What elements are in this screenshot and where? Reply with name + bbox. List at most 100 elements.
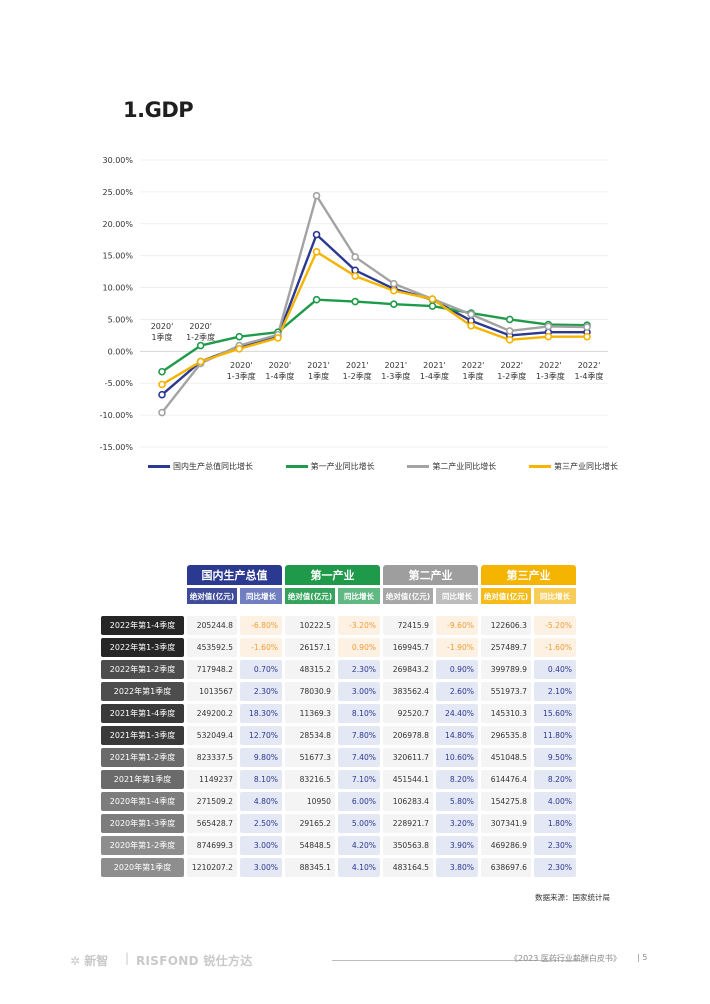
data-point: [312, 191, 321, 200]
group-header: 第一产业: [285, 565, 380, 585]
growth-rate: 12.70%: [240, 726, 282, 745]
row-label: 2021年第1-4季度: [101, 704, 184, 723]
growth-rate: 1.80%: [534, 814, 576, 833]
growth-rate: -1.60%: [240, 638, 282, 657]
y-tick-label: -15.00%: [100, 443, 134, 452]
growth-rate: -9.60%: [436, 616, 478, 635]
abs-value: 28534.8: [285, 726, 335, 745]
abs-value: 154275.8: [481, 792, 531, 811]
row-label: 2022年第1-2季度: [101, 660, 184, 679]
y-tick-label: 20.00%: [102, 220, 133, 229]
abs-value: 29165.2: [285, 814, 335, 833]
data-point: [390, 286, 398, 295]
data-point: [467, 310, 475, 319]
abs-value: 206978.8: [383, 726, 433, 745]
data-point: [158, 390, 166, 399]
page-title: 1.GDP: [123, 98, 194, 122]
footer-report-title: 《2023 医药行业薪酬白皮书》: [510, 954, 621, 963]
abs-value: 145310.3: [481, 704, 531, 723]
data-point: [312, 230, 321, 239]
row-label: 2021年第1-2季度: [101, 748, 184, 767]
row-label: 2022年第1-4季度: [101, 616, 184, 635]
group-header: 第二产业: [383, 565, 478, 585]
sub-header-pct: 同比增长: [240, 588, 282, 604]
growth-rate: 3.90%: [436, 836, 478, 855]
y-tick-label: 10.00%: [102, 284, 133, 293]
legend-item: 第二产业同比增长: [407, 461, 496, 472]
abs-value: 83216.5: [285, 770, 335, 789]
abs-value: 320611.7: [383, 748, 433, 767]
data-point: [235, 332, 244, 341]
data-point: [583, 332, 591, 341]
data-point: [467, 322, 475, 330]
data-point: [583, 323, 591, 331]
growth-rate: 9.80%: [240, 748, 282, 767]
legend-item: 第三产业同比增长: [528, 461, 618, 472]
growth-rate: 3.00%: [240, 858, 282, 877]
row-label: 2020年第1-2季度: [101, 836, 184, 855]
abs-value: 565428.7: [187, 814, 237, 833]
abs-value: 269843.2: [383, 660, 433, 679]
x-tick-label: 2020' 1-3季度: [227, 361, 256, 381]
growth-rate: 8.20%: [534, 770, 576, 789]
table-row: 2021年第1-4季度 249200.2 18.30% 11369.3 8.10% 925…: [101, 704, 576, 723]
growth-rate: 7.80%: [338, 726, 380, 745]
abs-value: 26157.1: [285, 638, 335, 657]
legend-item: 第一产业同比增长: [285, 461, 375, 472]
growth-rate: 4.20%: [338, 836, 380, 855]
sub-header-pct: 同比增长: [338, 588, 380, 604]
x-tick-label: 2022' 1-3季度: [536, 361, 565, 381]
logo-separator: |: [125, 951, 130, 965]
legend-label: 第三产业同比增长: [553, 462, 618, 471]
group-header: 国内生产总值: [187, 565, 282, 585]
abs-value: 453592.5: [187, 638, 237, 657]
x-tick-label: 2022' 1季度: [462, 361, 485, 381]
table-row: 2022年第1-4季度 205244.8 -6.80% 10222.5 -3.20% 72…: [101, 616, 576, 635]
risfond-logo: RISFOND 锐仕方达: [136, 954, 253, 968]
growth-rate: 3.00%: [338, 682, 380, 701]
abs-value: 614476.4: [481, 770, 531, 789]
abs-value: 10950: [285, 792, 335, 811]
table-row: 2022年第1-2季度 717948.2 0.70% 48315.2 2.30% 2698…: [101, 660, 576, 679]
growth-rate: -3.20%: [338, 616, 380, 635]
growth-rate: 9.50%: [534, 748, 576, 767]
data-point: [544, 332, 553, 341]
growth-rate: 2.30%: [534, 836, 576, 855]
legend-swatch: [285, 465, 308, 468]
abs-value: 54848.5: [285, 836, 335, 855]
table-row: 2020年第1-4季度 271509.2 4.80% 10950 6.00% 106283…: [101, 792, 576, 811]
abs-value: 483164.5: [383, 858, 433, 877]
x-tick-label: 2021' 1季度: [307, 361, 330, 381]
data-point: [196, 357, 205, 366]
abs-value: 271509.2: [187, 792, 237, 811]
chart-legend: 国内生产总值同比增长 第一产业同比增长 第二产业同比增长 第三产业同比增长: [148, 461, 618, 472]
y-tick-label: 0.00%: [108, 347, 134, 356]
data-point: [544, 322, 553, 331]
legend-swatch: [407, 465, 430, 468]
data-point: [390, 300, 398, 308]
abs-value: 823337.5: [187, 748, 237, 767]
xinzhi-logo: ✲ 新智: [70, 954, 109, 968]
abs-value: 717948.2: [187, 660, 237, 679]
data-point: [158, 380, 166, 389]
growth-rate: -5.20%: [534, 616, 576, 635]
data-point: [351, 272, 359, 280]
abs-value: 10222.5: [285, 616, 335, 635]
growth-rate: 15.60%: [534, 704, 576, 723]
group-header: 第三产业: [481, 565, 576, 585]
table-row: 2022年第1季度 1013567 2.30% 78030.9 3.00% 383562.…: [101, 682, 576, 701]
abs-value: 532049.4: [187, 726, 237, 745]
growth-rate: 7.10%: [338, 770, 380, 789]
abs-value: 1149237: [187, 770, 237, 789]
series-line: [161, 250, 587, 386]
abs-value: 11369.3: [285, 704, 335, 723]
y-tick-label: 5.00%: [108, 315, 134, 324]
abs-value: 383562.4: [383, 682, 433, 701]
growth-rate: 3.80%: [436, 858, 478, 877]
growth-rate: 0.90%: [338, 638, 380, 657]
growth-rate: 7.40%: [338, 748, 380, 767]
x-tick-label: 2022' 1-2季度: [497, 361, 526, 381]
data-point: [505, 315, 514, 324]
page-footer: ✲ 新智 | RISFOND 锐仕方达 《2023 医药行业薪酬白皮书》 | 5: [70, 950, 650, 970]
x-tick-label: 2021' 1-4季度: [420, 361, 449, 381]
